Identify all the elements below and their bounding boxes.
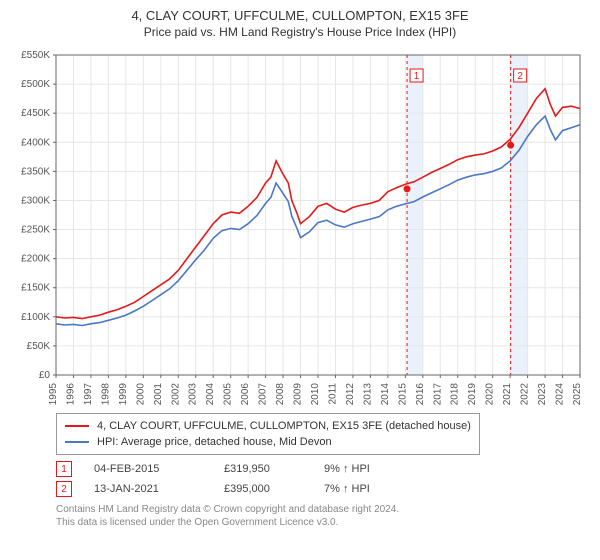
- svg-text:£550K: £550K: [21, 50, 50, 61]
- svg-text:2014: 2014: [380, 383, 391, 405]
- svg-text:1996: 1996: [65, 383, 76, 405]
- sales-date: 13-JAN-2021: [94, 483, 224, 495]
- svg-text:2: 2: [517, 71, 523, 82]
- legend-label: 4, CLAY COURT, UFFCULME, CULLOMPTON, EX1…: [97, 418, 471, 434]
- sales-price: £395,000: [224, 483, 324, 495]
- sales-row: 2 13-JAN-2021£395,0007% ↑ HPI: [56, 481, 590, 497]
- svg-text:£450K: £450K: [21, 108, 50, 119]
- svg-text:2004: 2004: [205, 383, 216, 405]
- svg-text:2016: 2016: [415, 383, 426, 405]
- attribution-block: Contains HM Land Registry data © Crown c…: [56, 503, 590, 529]
- sales-price: £319,950: [224, 463, 324, 475]
- chart-title: 4, CLAY COURT, UFFCULME, CULLOMPTON, EX1…: [10, 8, 590, 23]
- svg-text:2008: 2008: [275, 383, 286, 405]
- svg-text:2024: 2024: [555, 383, 566, 405]
- svg-text:£350K: £350K: [21, 166, 50, 177]
- svg-text:£200K: £200K: [21, 254, 50, 265]
- sales-table: 1 04-FEB-2015£319,9509% ↑ HPI 2 13-JAN-2021…: [56, 461, 590, 497]
- svg-text:2022: 2022: [520, 383, 531, 405]
- svg-text:2013: 2013: [362, 383, 373, 405]
- chart-subtitle: Price paid vs. HM Land Registry's House …: [10, 25, 590, 39]
- svg-text:2019: 2019: [467, 383, 478, 405]
- sales-delta: 7% ↑ HPI: [324, 483, 424, 495]
- chart-plot: £0 £50K £100K £150K £200K £250K £300K £350K £400…: [10, 45, 590, 405]
- svg-text:2012: 2012: [345, 383, 356, 405]
- svg-text:£0: £0: [39, 370, 51, 381]
- legend-box: 4, CLAY COURT, UFFCULME, CULLOMPTON, EX1…: [56, 413, 480, 455]
- svg-text:2020: 2020: [485, 383, 496, 405]
- svg-text:2002: 2002: [170, 383, 181, 405]
- svg-text:2025: 2025: [572, 383, 583, 405]
- chart-container: 4, CLAY COURT, UFFCULME, CULLOMPTON, EX1…: [0, 0, 600, 539]
- svg-text:£250K: £250K: [21, 225, 50, 236]
- svg-text:2006: 2006: [240, 383, 251, 405]
- legend-label: HPI: Average price, detached house, Mid …: [97, 434, 332, 450]
- svg-text:£100K: £100K: [21, 312, 50, 323]
- svg-text:2023: 2023: [537, 383, 548, 405]
- svg-text:£400K: £400K: [21, 137, 50, 148]
- attribution-line1: Contains HM Land Registry data © Crown c…: [56, 503, 590, 516]
- legend-row: 4, CLAY COURT, UFFCULME, CULLOMPTON, EX1…: [65, 418, 471, 434]
- svg-text:1: 1: [414, 71, 420, 82]
- chart-svg: £0 £50K £100K £150K £200K £250K £300K £350K £400…: [10, 45, 590, 405]
- svg-text:2018: 2018: [450, 383, 461, 405]
- svg-text:2021: 2021: [502, 383, 513, 405]
- sales-row: 1 04-FEB-2015£319,9509% ↑ HPI: [56, 461, 590, 477]
- sales-delta: 9% ↑ HPI: [324, 463, 424, 475]
- svg-text:2003: 2003: [188, 383, 199, 405]
- svg-text:2009: 2009: [293, 383, 304, 405]
- legend-row: HPI: Average price, detached house, Mid …: [65, 434, 471, 450]
- title-block: 4, CLAY COURT, UFFCULME, CULLOMPTON, EX1…: [10, 8, 590, 39]
- svg-text:£500K: £500K: [21, 79, 50, 90]
- svg-text:2017: 2017: [432, 383, 443, 405]
- svg-text:2000: 2000: [135, 383, 146, 405]
- legend-swatch: [65, 441, 89, 443]
- svg-text:£300K: £300K: [21, 195, 50, 206]
- svg-text:1995: 1995: [48, 383, 59, 405]
- svg-text:2007: 2007: [258, 383, 269, 405]
- svg-text:1999: 1999: [118, 383, 129, 405]
- svg-text:£50K: £50K: [27, 341, 51, 352]
- sales-date: 04-FEB-2015: [94, 463, 224, 475]
- svg-text:2015: 2015: [397, 383, 408, 405]
- svg-text:2001: 2001: [153, 383, 164, 405]
- svg-text:2011: 2011: [327, 383, 338, 405]
- svg-text:2010: 2010: [310, 383, 321, 405]
- svg-text:2005: 2005: [223, 383, 234, 405]
- sales-badge: 2: [56, 481, 72, 497]
- svg-text:£150K: £150K: [21, 283, 50, 294]
- attribution-line2: This data is licensed under the Open Gov…: [56, 516, 590, 529]
- svg-text:1998: 1998: [100, 383, 111, 405]
- svg-text:1997: 1997: [83, 383, 94, 405]
- sales-badge: 1: [56, 461, 72, 477]
- legend-swatch: [65, 425, 89, 427]
